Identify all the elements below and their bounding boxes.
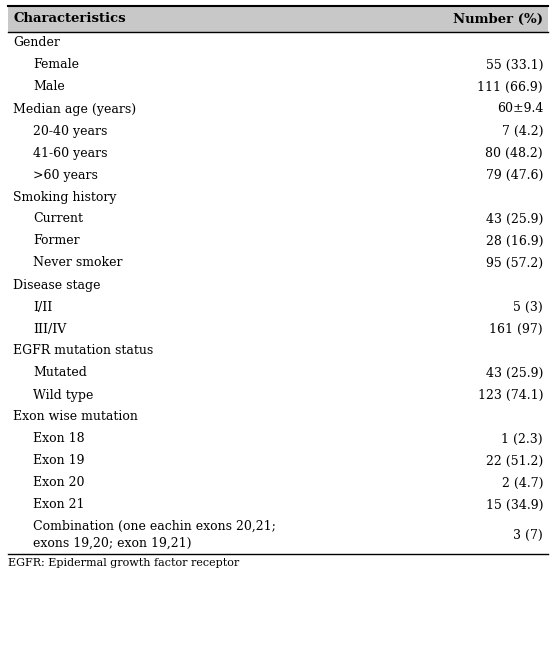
Text: 95 (57.2): 95 (57.2) <box>486 256 543 270</box>
Text: 1 (2.3): 1 (2.3) <box>502 432 543 446</box>
Text: Former: Former <box>33 234 80 248</box>
Text: 161 (97): 161 (97) <box>489 323 543 335</box>
Text: 7 (4.2): 7 (4.2) <box>502 125 543 137</box>
Text: EGFR mutation status: EGFR mutation status <box>13 345 153 357</box>
Text: 79 (47.6): 79 (47.6) <box>485 169 543 181</box>
Text: 2 (4.7): 2 (4.7) <box>502 477 543 489</box>
Bar <box>8 6 548 32</box>
Text: 111 (66.9): 111 (66.9) <box>478 80 543 94</box>
Text: III/IV: III/IV <box>33 323 66 335</box>
Text: I/II: I/II <box>33 301 52 313</box>
Text: 60±9.4: 60±9.4 <box>497 102 543 116</box>
Text: Female: Female <box>33 58 79 72</box>
Text: 20-40 years: 20-40 years <box>33 125 107 137</box>
Text: 28 (16.9): 28 (16.9) <box>485 234 543 248</box>
Text: 3 (7): 3 (7) <box>513 529 543 542</box>
Text: Wild type: Wild type <box>33 388 93 402</box>
Text: Combination (one eachin exons 20,21;
exons 19,20; exon 19,21): Combination (one eachin exons 20,21; exo… <box>33 521 276 550</box>
Text: 55 (33.1): 55 (33.1) <box>485 58 543 72</box>
Text: Median age (years): Median age (years) <box>13 102 136 116</box>
Text: Current: Current <box>33 212 83 226</box>
Text: Smoking history: Smoking history <box>13 191 117 203</box>
Text: Disease stage: Disease stage <box>13 278 101 291</box>
Text: Mutated: Mutated <box>33 367 87 380</box>
Text: 43 (25.9): 43 (25.9) <box>485 212 543 226</box>
Text: Gender: Gender <box>13 37 60 50</box>
Text: Male: Male <box>33 80 64 94</box>
Text: 15 (34.9): 15 (34.9) <box>485 499 543 511</box>
Text: Exon 18: Exon 18 <box>33 432 85 446</box>
Text: 41-60 years: 41-60 years <box>33 147 107 159</box>
Text: 80 (48.2): 80 (48.2) <box>485 147 543 159</box>
Text: Characteristics: Characteristics <box>13 13 126 25</box>
Text: Number (%): Number (%) <box>453 13 543 25</box>
Text: Exon 20: Exon 20 <box>33 477 85 489</box>
Text: Exon 19: Exon 19 <box>33 454 85 467</box>
Text: 43 (25.9): 43 (25.9) <box>485 367 543 380</box>
Text: 22 (51.2): 22 (51.2) <box>486 454 543 467</box>
Text: Exon wise mutation: Exon wise mutation <box>13 410 138 424</box>
Text: Exon 21: Exon 21 <box>33 499 85 511</box>
Text: 5 (3): 5 (3) <box>513 301 543 313</box>
Text: Never smoker: Never smoker <box>33 256 122 270</box>
Text: 123 (74.1): 123 (74.1) <box>478 388 543 402</box>
Text: EGFR: Epidermal growth factor receptor: EGFR: Epidermal growth factor receptor <box>8 558 239 568</box>
Text: >60 years: >60 years <box>33 169 98 181</box>
